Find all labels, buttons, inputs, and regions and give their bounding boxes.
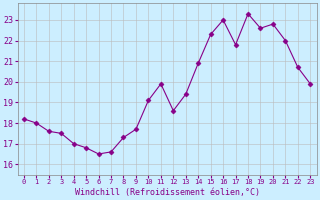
X-axis label: Windchill (Refroidissement éolien,°C): Windchill (Refroidissement éolien,°C) [75, 188, 260, 197]
